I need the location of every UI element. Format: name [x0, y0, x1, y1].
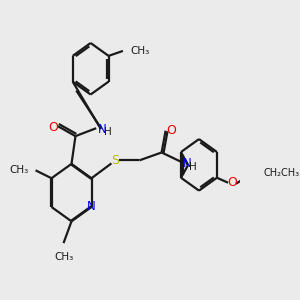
- Text: CH₃: CH₃: [54, 252, 73, 262]
- Text: N: N: [87, 200, 96, 214]
- Text: S: S: [111, 154, 119, 167]
- Text: CH₃: CH₃: [130, 46, 149, 56]
- Text: N: N: [98, 123, 106, 136]
- Text: O: O: [48, 121, 58, 134]
- Text: CH₂CH₃: CH₂CH₃: [263, 168, 299, 178]
- Text: O: O: [166, 124, 176, 137]
- Text: CH₃: CH₃: [9, 165, 28, 175]
- Text: N: N: [183, 157, 192, 170]
- Text: H: H: [190, 162, 197, 172]
- Text: H: H: [104, 127, 112, 137]
- Text: O: O: [227, 176, 237, 189]
